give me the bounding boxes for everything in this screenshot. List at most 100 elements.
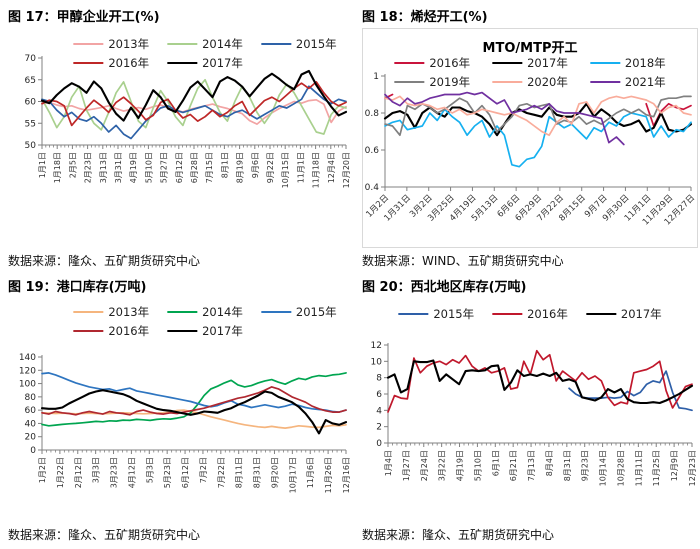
svg-text:2: 2: [376, 423, 382, 433]
legend-swatch: [73, 311, 104, 313]
legend-label: 2016年: [527, 307, 568, 321]
legend-label: 2017年: [527, 56, 568, 70]
legend-label: 2016年: [108, 324, 150, 338]
svg-text:1月2日: 1月2日: [38, 457, 47, 483]
svg-text:55: 55: [25, 119, 36, 129]
figure18-inner-title: MTO/MTP开工: [482, 41, 578, 56]
svg-text:9月23日: 9月23日: [581, 450, 590, 481]
svg-text:10: 10: [371, 357, 383, 367]
legend-item: 2017年: [167, 55, 243, 71]
svg-text:9月6日: 9月6日: [251, 152, 260, 178]
svg-text:6月12日: 6月12日: [181, 457, 190, 488]
svg-text:8月4日: 8月4日: [545, 450, 554, 476]
legend-label: 2018年: [624, 56, 666, 70]
svg-text:4月12日: 4月12日: [127, 457, 136, 488]
svg-text:12月20日: 12月20日: [342, 152, 350, 188]
legend-label: 2013年: [108, 305, 150, 319]
svg-text:60: 60: [25, 98, 37, 108]
svg-text:5月10日: 5月10日: [473, 450, 482, 481]
legend-item: 2015年: [398, 306, 474, 322]
legend-label: 2014年: [202, 37, 243, 51]
legend-label: 2019年: [429, 75, 471, 89]
svg-text:12月9日: 12月9日: [670, 450, 679, 481]
figure17-title: 图 17：甲醇企业开工(%): [8, 10, 160, 25]
svg-text:11月11日: 11月11日: [634, 450, 643, 486]
legend-item: 2017年: [492, 55, 568, 71]
legend-item: 2017年: [167, 323, 243, 339]
svg-text:6月12日: 6月12日: [175, 152, 184, 183]
figure18-plot: 0.40.60.811月2日1月31日3月2日3月25日4月19日5月13日6月…: [364, 72, 697, 227]
svg-text:10月28日: 10月28日: [616, 450, 625, 486]
svg-text:1月4日: 1月4日: [384, 450, 393, 476]
svg-text:5月10日: 5月10日: [144, 152, 153, 183]
svg-text:12月4日: 12月4日: [327, 152, 336, 183]
figure20-legend: 2015年 2016年 2017年: [398, 306, 662, 322]
svg-text:9月20日: 9月20日: [270, 457, 279, 488]
svg-text:1: 1: [373, 72, 379, 82]
legend-swatch: [167, 43, 198, 45]
legend-label: 2014年: [202, 305, 243, 319]
legend-item: 2016年: [394, 55, 470, 71]
svg-text:10月17日: 10月17日: [288, 457, 297, 493]
svg-text:40: 40: [25, 419, 37, 429]
legend-item: 2015年: [260, 304, 337, 320]
figure17-chart: 50 55 60 65 70 1月1日 1月18日 2月5日 2月23日 3月13日 3月31日 4月…: [8, 30, 350, 242]
legend-label: 2013年: [108, 37, 150, 51]
svg-text:120: 120: [19, 366, 36, 376]
svg-text:8月1日: 8月1日: [220, 152, 229, 178]
legend-item: 2016年: [73, 55, 149, 71]
legend-swatch: [398, 313, 429, 315]
figure17-legend: 2013年 2014年 2015年 2016年 2017年: [73, 36, 337, 71]
legend-swatch: [260, 43, 291, 45]
svg-text:9月22日: 9月22日: [266, 152, 275, 183]
legend-swatch: [167, 62, 198, 64]
svg-text:12: 12: [371, 341, 382, 351]
svg-text:140: 140: [19, 353, 36, 363]
svg-text:65: 65: [25, 76, 36, 86]
figure20-plot: 0 2 4 6 8 10 12 1月4日 1月27日 2月24日 3月22日 4月19日 5月10日 6月…: [371, 341, 697, 486]
figure18-legend: 2016年 2017年 2018年 2019年 2020年 2021年: [394, 55, 666, 90]
svg-text:8月31日: 8月31日: [563, 450, 572, 481]
svg-text:3月13日: 3月13日: [99, 152, 108, 183]
legend-swatch: [260, 311, 291, 313]
legend-swatch: [394, 81, 425, 83]
svg-text:8: 8: [376, 374, 382, 384]
legend-swatch: [492, 62, 523, 64]
figure18-title: 图 18：烯烃开工(%): [362, 10, 488, 25]
svg-text:1月27日: 1月27日: [402, 450, 411, 481]
figure20-title: 图 20：西北地区库存(万吨): [362, 280, 527, 295]
svg-text:8月31日: 8月31日: [253, 457, 262, 488]
svg-text:3月31日: 3月31日: [114, 152, 123, 183]
svg-text:0.8: 0.8: [365, 109, 380, 119]
svg-text:20: 20: [25, 433, 37, 443]
svg-text:2月5日: 2月5日: [68, 152, 77, 178]
legend-label: 2016年: [429, 56, 471, 70]
svg-text:12月23日: 12月23日: [688, 450, 697, 486]
svg-text:10月14日: 10月14日: [599, 450, 608, 486]
legend-swatch: [73, 43, 104, 45]
svg-text:5月3日: 5月3日: [145, 457, 154, 483]
svg-text:50: 50: [25, 141, 37, 151]
legend-item: 2016年: [492, 306, 568, 322]
figure17-plot: 50 55 60 65 70 1月1日 1月18日 2月5日 2月23日 3月13日 3月31日 4月…: [25, 54, 350, 188]
svg-text:4: 4: [376, 406, 382, 416]
figure18-caption: 数据来源：WIND、五矿期货研究中心: [362, 254, 564, 268]
svg-text:3月23日: 3月23日: [110, 457, 119, 488]
legend-swatch: [585, 313, 616, 315]
legend-swatch: [167, 330, 198, 332]
figure17-caption: 数据来源：隆众、五矿期货研究中心: [8, 254, 201, 268]
svg-text:80: 80: [25, 393, 37, 403]
legend-swatch: [394, 62, 425, 64]
svg-text:4月19日: 4月19日: [129, 152, 138, 183]
legend-item: 2018年: [589, 55, 666, 71]
svg-text:11月6日: 11月6日: [306, 457, 315, 488]
svg-text:6月1日: 6月1日: [491, 450, 500, 476]
svg-text:7月15日: 7月15日: [205, 152, 214, 183]
figure20-caption: 数据来源：隆众、五矿期货研究中心: [362, 528, 555, 542]
svg-text:2月24日: 2月24日: [420, 450, 429, 481]
figure19-caption: 数据来源：隆众、五矿期货研究中心: [8, 528, 201, 542]
legend-label: 2017年: [202, 56, 243, 70]
svg-text:8月19日: 8月19日: [236, 152, 245, 183]
legend-label: 2015年: [295, 305, 337, 319]
